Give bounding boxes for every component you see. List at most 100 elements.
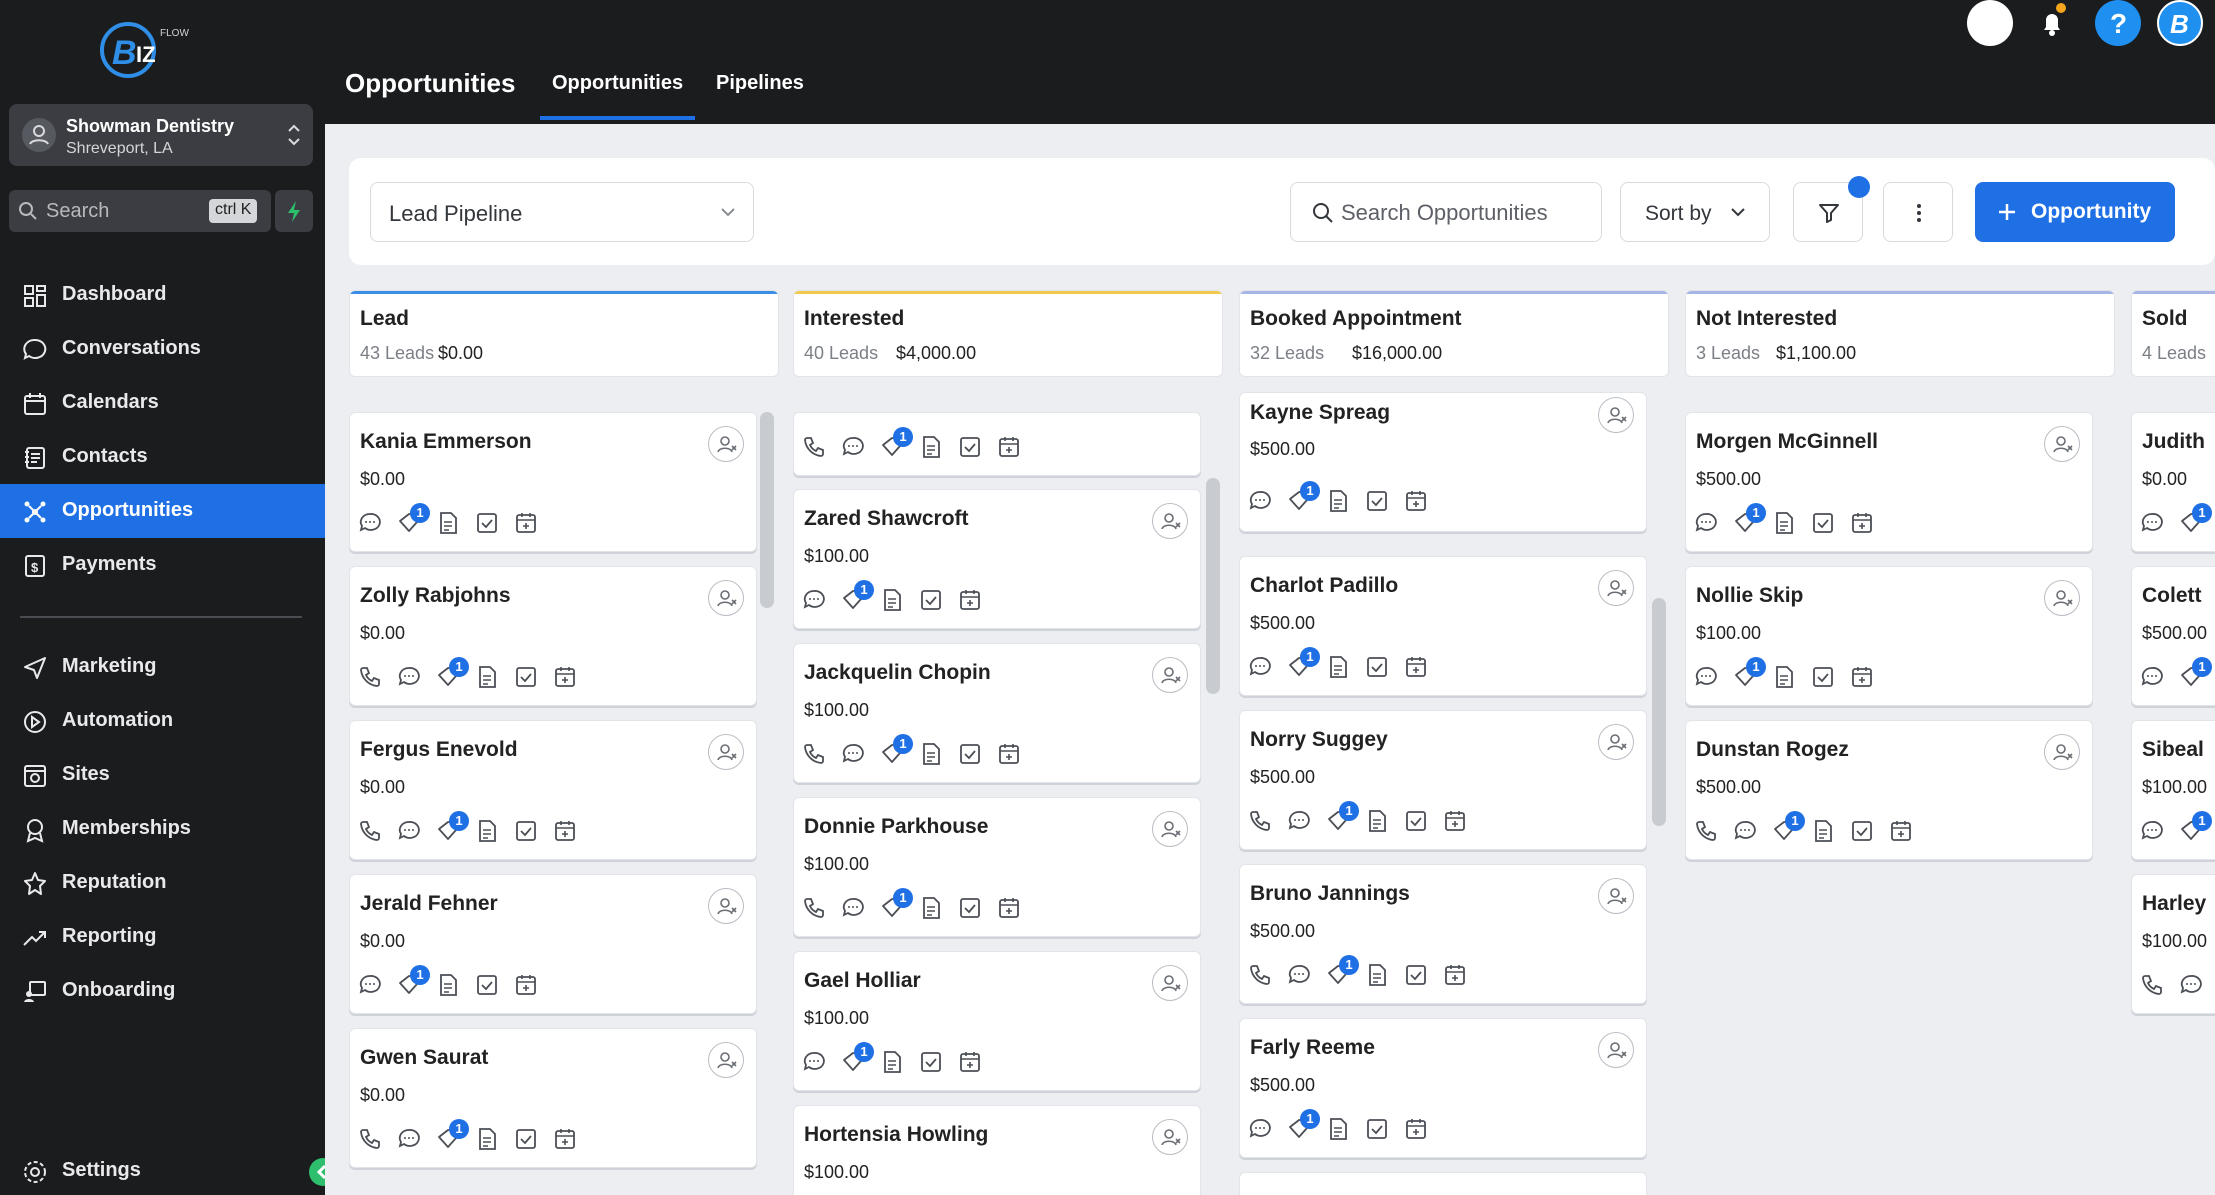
card-note-action[interactable] (475, 665, 499, 694)
card-task-action[interactable] (514, 665, 538, 694)
card-task-action[interactable] (919, 588, 943, 617)
add-opportunity-button[interactable]: Opportunity (1975, 182, 2175, 242)
card-note-action[interactable] (475, 819, 499, 848)
card-cal-action[interactable] (514, 973, 538, 1002)
opportunity-card[interactable]: Gwen Saurat $0.00 1 (349, 1028, 757, 1168)
card-note-action[interactable] (1365, 809, 1389, 838)
card-chat-action[interactable] (358, 511, 382, 540)
card-task-action[interactable] (958, 742, 982, 771)
card-chat-action[interactable] (802, 588, 826, 617)
nav-marketing[interactable]: Marketing (0, 640, 325, 694)
card-cal-action[interactable] (514, 511, 538, 540)
contact-name[interactable]: Dunstan Rogez (1696, 738, 1849, 761)
tab-pipelines[interactable]: Pipelines (716, 72, 804, 94)
card-cal-action[interactable] (1404, 489, 1428, 518)
card-task-action[interactable] (1811, 665, 1835, 694)
card-note-action[interactable] (1772, 665, 1796, 694)
opportunity-card[interactable]: Jackquelin Chopin $100.00 1 (793, 643, 1201, 783)
card-cal-action[interactable] (1850, 511, 1874, 540)
card-note-action[interactable] (436, 511, 460, 540)
nav-contacts[interactable]: Contacts (0, 430, 325, 484)
card-chat-action[interactable] (1694, 665, 1718, 694)
contact-name[interactable]: Gael Holliar (804, 969, 921, 992)
card-cal-action[interactable] (553, 665, 577, 694)
card-task-action[interactable] (475, 511, 499, 540)
contact-name[interactable]: Hortensia Howling (804, 1123, 989, 1146)
opportunity-card[interactable]: Bruno Jannings $500.00 1 (1239, 864, 1647, 1004)
opportunity-card[interactable]: Colett $500.00 1 (2131, 566, 2215, 706)
card-chat-action[interactable] (2140, 819, 2164, 848)
card-note-action[interactable] (1772, 511, 1796, 540)
card-phone-action[interactable] (802, 742, 826, 771)
card-cal-action[interactable] (997, 435, 1021, 464)
opportunity-card[interactable]: Sibeal $100.00 1 (2131, 720, 2215, 860)
card-task-action[interactable] (919, 1050, 943, 1079)
card-phone-action[interactable] (1248, 963, 1272, 992)
card-note-action[interactable] (1326, 489, 1350, 518)
card-task-action[interactable] (1365, 655, 1389, 684)
card-cal-action[interactable] (1889, 819, 1913, 848)
notifications-button[interactable] (2029, 0, 2075, 46)
help-button[interactable]: ? (2095, 0, 2141, 46)
card-task-action[interactable] (1365, 1117, 1389, 1146)
card-cal-action[interactable] (958, 1050, 982, 1079)
opportunity-card[interactable]: Kayne Spreag $500.00 1 (1239, 392, 1647, 532)
bizflow-logo[interactable]: B IZ FLOW (98, 18, 194, 82)
contact-name[interactable]: Harley (2142, 892, 2207, 915)
nav-onboarding[interactable]: Onboarding (0, 964, 325, 1018)
card-task-action[interactable] (514, 1127, 538, 1156)
opportunity-card[interactable]: Farly Reeme $500.00 1 (1239, 1018, 1647, 1158)
nav-dashboard[interactable]: Dashboard (0, 268, 325, 322)
opportunity-card[interactable]: Jerald Fehner $0.00 1 (349, 874, 757, 1014)
card-cal-action[interactable] (553, 819, 577, 848)
opportunity-card-partial[interactable] (1239, 1172, 1647, 1195)
contact-name[interactable]: Jerald Fehner (360, 892, 498, 915)
card-cal-action[interactable] (958, 588, 982, 617)
card-chat-action[interactable] (397, 1127, 421, 1156)
card-note-action[interactable] (919, 435, 943, 464)
assign-user-button[interactable] (1598, 570, 1634, 606)
card-note-action[interactable] (880, 1050, 904, 1079)
card-cal-action[interactable] (997, 742, 1021, 771)
nav-automation[interactable]: Automation (0, 694, 325, 748)
card-task-action[interactable] (1850, 819, 1874, 848)
card-note-action[interactable] (1326, 1117, 1350, 1146)
card-chat-action[interactable] (841, 435, 865, 464)
nav-calendars[interactable]: Calendars (0, 376, 325, 430)
contact-name[interactable]: Morgen McGinnell (1696, 430, 1879, 453)
account-logo-button[interactable]: B (2157, 0, 2203, 46)
nav-conversations[interactable]: Conversations (0, 322, 325, 376)
opportunity-card[interactable]: Harley$100.001 (2131, 874, 2215, 1014)
opportunity-card[interactable]: Dunstan Rogez $500.00 1 (1685, 720, 2093, 860)
card-phone-action[interactable] (358, 819, 382, 848)
card-note-action[interactable] (475, 1127, 499, 1156)
assign-user-button[interactable] (1152, 811, 1188, 847)
contact-name[interactable]: Jackquelin Chopin (804, 661, 991, 684)
nav-sites[interactable]: Sites (0, 748, 325, 802)
card-chat-action[interactable] (1248, 1117, 1272, 1146)
nav-reputation[interactable]: Reputation (0, 856, 325, 910)
opportunity-card[interactable]: Zared Shawcroft $100.00 1 (793, 489, 1201, 629)
card-task-action[interactable] (1811, 511, 1835, 540)
opportunity-card[interactable]: Nollie Skip $100.00 1 (1685, 566, 2093, 706)
card-chat-action[interactable] (1287, 809, 1311, 838)
card-chat-action[interactable] (1694, 511, 1718, 540)
card-chat-action[interactable] (397, 665, 421, 694)
card-phone-action[interactable] (802, 896, 826, 925)
column-scrollbar[interactable] (1206, 478, 1220, 694)
card-chat-action[interactable] (2179, 973, 2203, 1002)
sort-by-button[interactable]: Sort by (1620, 182, 1770, 242)
contact-name[interactable]: Kania Emmerson (360, 430, 532, 453)
card-task-action[interactable] (1365, 489, 1389, 518)
contact-name[interactable]: Fergus Enevold (360, 738, 518, 761)
search-opportunities-input[interactable]: Search Opportunities (1290, 182, 1602, 242)
opportunity-card[interactable]: Fergus Enevold $0.00 1 (349, 720, 757, 860)
card-chat-action[interactable] (841, 896, 865, 925)
card-phone-action[interactable] (358, 665, 382, 694)
opportunity-card[interactable]: Judith $0.00 1 (2131, 412, 2215, 552)
card-phone-action[interactable] (358, 1127, 382, 1156)
tab-opportunities[interactable]: Opportunities (552, 72, 684, 94)
card-cal-action[interactable] (1404, 1117, 1428, 1146)
card-chat-action[interactable] (397, 819, 421, 848)
card-cal-action[interactable] (1443, 963, 1467, 992)
